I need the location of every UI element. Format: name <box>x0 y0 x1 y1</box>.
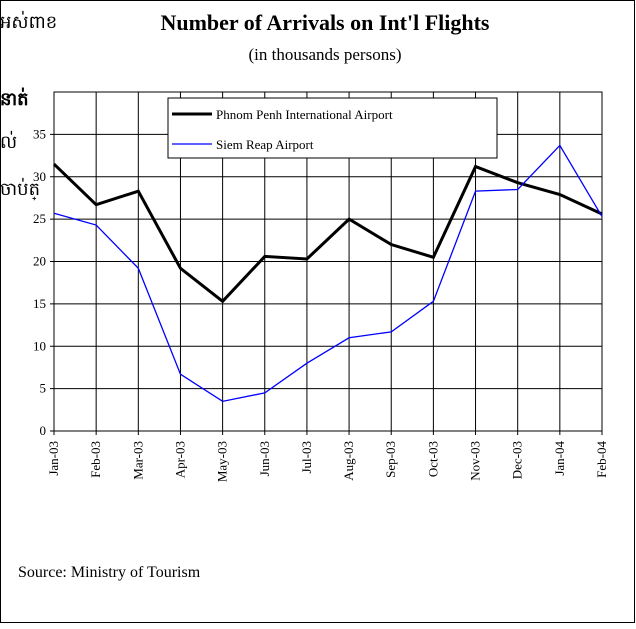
x-tick-label: Oct-03 <box>425 441 440 477</box>
legend-box <box>167 97 498 159</box>
chart-title: Number of Arrivals on Int'l Flights <box>160 10 489 35</box>
annotation: ល់ <box>0 130 17 152</box>
series-line <box>52 162 603 304</box>
x-tick-label: Apr-03 <box>172 441 187 478</box>
legend-label: Siem Reap Airport <box>216 137 314 152</box>
x-tick-label: Aug-03 <box>341 441 356 481</box>
x-tick-label: May-03 <box>215 441 230 482</box>
y-tick-label: 0 <box>40 423 47 438</box>
x-tick-label: Jan-03 <box>46 441 61 476</box>
x-tick-label: Mar-03 <box>130 441 145 480</box>
annotation: ចាប់ត្ <box>0 177 40 201</box>
y-tick-label: 10 <box>33 338 46 353</box>
y-tick-label: 5 <box>40 381 47 396</box>
x-tick-label: Feb-04 <box>594 441 609 478</box>
x-tick-label: Jan-04 <box>552 441 567 476</box>
x-tick-label: Sep-03 <box>383 441 398 478</box>
y-tick-label: 15 <box>33 296 46 311</box>
chart-subtitle: (in thousands persons) <box>249 45 402 64</box>
x-tick-label: Jul-03 <box>299 441 314 474</box>
x-tick-label: Jun-03 <box>257 441 272 476</box>
y-tick-label: 25 <box>33 211 46 226</box>
x-tick-label: Dec-03 <box>510 441 525 479</box>
series-line <box>53 144 603 403</box>
y-tick-label: 35 <box>33 126 46 141</box>
x-tick-label: Nov-03 <box>468 441 483 481</box>
legend-label: Phnom Penh International Airport <box>216 107 393 122</box>
source: Source: Ministry of Tourism <box>18 564 201 581</box>
y-tick-label: 20 <box>33 254 46 269</box>
annotation: អស់ពាខ <box>0 10 57 32</box>
y-tick-label: 30 <box>33 169 46 184</box>
x-tick-label: Feb-03 <box>88 441 103 478</box>
annotation: នាត់ <box>0 87 29 109</box>
